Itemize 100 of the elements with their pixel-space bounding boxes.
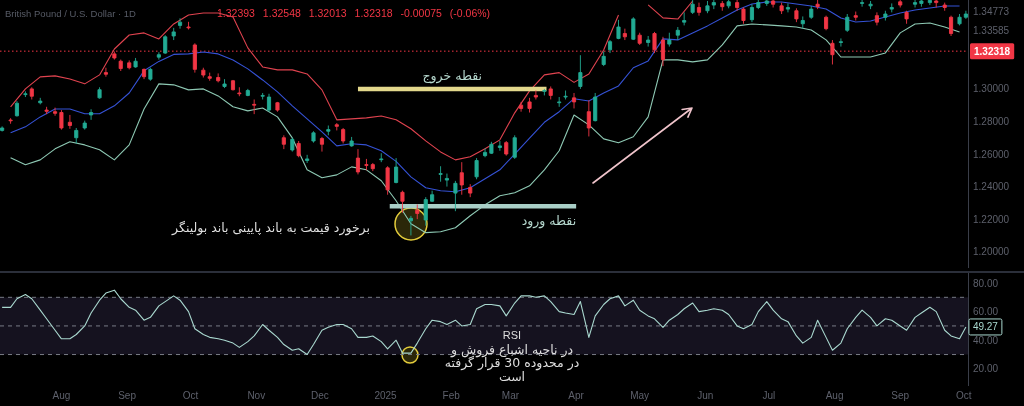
candlestick <box>868 0 873 10</box>
candlestick <box>889 2 894 13</box>
candlestick <box>563 90 568 100</box>
candlestick <box>860 0 865 8</box>
candlestick <box>720 0 725 12</box>
candlestick <box>349 136 354 148</box>
candlestick <box>355 148 361 175</box>
candlestick <box>756 0 761 10</box>
candlestick <box>453 180 458 212</box>
candlestick <box>853 11 858 21</box>
candlestick <box>764 0 769 7</box>
candlestick <box>512 134 517 160</box>
candlestick <box>779 2 784 15</box>
candlestick <box>163 34 168 55</box>
candlestick <box>400 190 405 214</box>
candlestick <box>171 27 176 41</box>
candlestick <box>949 15 954 37</box>
candlestick <box>607 39 613 54</box>
candlestick <box>201 67 206 78</box>
x-tick-label: Apr <box>568 389 585 401</box>
candlestick <box>67 114 72 130</box>
candlestick <box>883 10 888 21</box>
candlestick <box>245 88 250 97</box>
candlestick <box>474 157 479 180</box>
candlestick <box>800 15 805 30</box>
candlestick <box>281 134 286 150</box>
candlestick <box>334 122 339 131</box>
candlestick <box>548 86 553 100</box>
candlestick <box>705 0 710 14</box>
y-tick-label: 20.00 <box>973 363 999 375</box>
candlestick <box>59 109 64 131</box>
candlestick <box>97 86 102 100</box>
candlestick <box>23 90 28 98</box>
candlestick <box>186 21 191 30</box>
candlestick <box>874 11 879 26</box>
candlestick <box>637 32 642 46</box>
candlestick <box>646 35 651 48</box>
y-tick-label: 1.34773 <box>973 5 1010 17</box>
candlestick <box>89 108 94 121</box>
candlestick <box>266 93 272 113</box>
candlestick <box>44 106 49 115</box>
candlestick <box>438 165 443 183</box>
annotation: RSI <box>502 329 522 341</box>
x-tick-label: Sep <box>118 389 137 401</box>
candlestick <box>845 13 850 33</box>
candlestick <box>749 3 754 23</box>
candlestick <box>616 19 621 40</box>
candlestick <box>305 154 310 164</box>
candlestick <box>260 92 265 100</box>
candlestick <box>957 13 962 26</box>
candlestick <box>934 0 939 8</box>
candlestick <box>927 0 932 6</box>
candlestick <box>379 152 384 163</box>
candlestick <box>794 7 799 23</box>
candlestick <box>601 51 606 67</box>
candlestick <box>542 88 547 96</box>
candlestick <box>682 11 687 26</box>
x-tick-label: May <box>630 389 650 401</box>
y-tick-label: 1.24000 <box>973 181 1010 193</box>
candlestick <box>675 26 680 41</box>
candlestick <box>504 140 509 157</box>
candlestick <box>809 5 814 20</box>
y-tick-label: 60.00 <box>973 306 999 318</box>
candlestick <box>571 92 577 109</box>
candlestick <box>824 15 829 31</box>
candlestick <box>74 127 79 144</box>
candlestick <box>483 147 488 158</box>
candlestick <box>815 0 820 10</box>
y-tick-label: 1.22000 <box>973 213 1010 225</box>
x-tick-label: Jun <box>697 389 714 401</box>
candlestick <box>690 0 695 15</box>
candlestick <box>726 0 731 9</box>
line-series <box>647 0 694 20</box>
x-tick-label: Aug <box>825 389 844 401</box>
candlestick <box>497 140 502 152</box>
data-label: 49.27 <box>972 321 999 333</box>
candlestick <box>237 86 242 97</box>
candlestick <box>735 0 740 12</box>
candlestick <box>290 137 295 153</box>
candlestick <box>459 161 464 196</box>
x-tick-label: Aug <box>52 389 71 401</box>
candlestick <box>275 101 280 113</box>
candlestick <box>311 130 316 144</box>
candlestick <box>207 72 212 82</box>
candlestick <box>156 51 161 61</box>
candlestick <box>222 78 227 89</box>
candlestick <box>29 86 34 100</box>
candlestick <box>341 127 346 144</box>
candlestick <box>771 0 776 8</box>
candlestick <box>370 162 375 172</box>
x-tick-label: Mar <box>501 389 520 401</box>
candlestick <box>519 101 524 113</box>
y-tick-label: 80.00 <box>973 277 999 289</box>
candlestick <box>82 120 87 131</box>
candlestick <box>423 196 428 227</box>
y-tick-label: 40.00 <box>973 334 999 346</box>
candlestick <box>415 204 420 220</box>
x-tick-label: Nov <box>247 389 266 401</box>
x-tick-label: Feb <box>442 389 461 401</box>
candlestick <box>904 10 909 25</box>
